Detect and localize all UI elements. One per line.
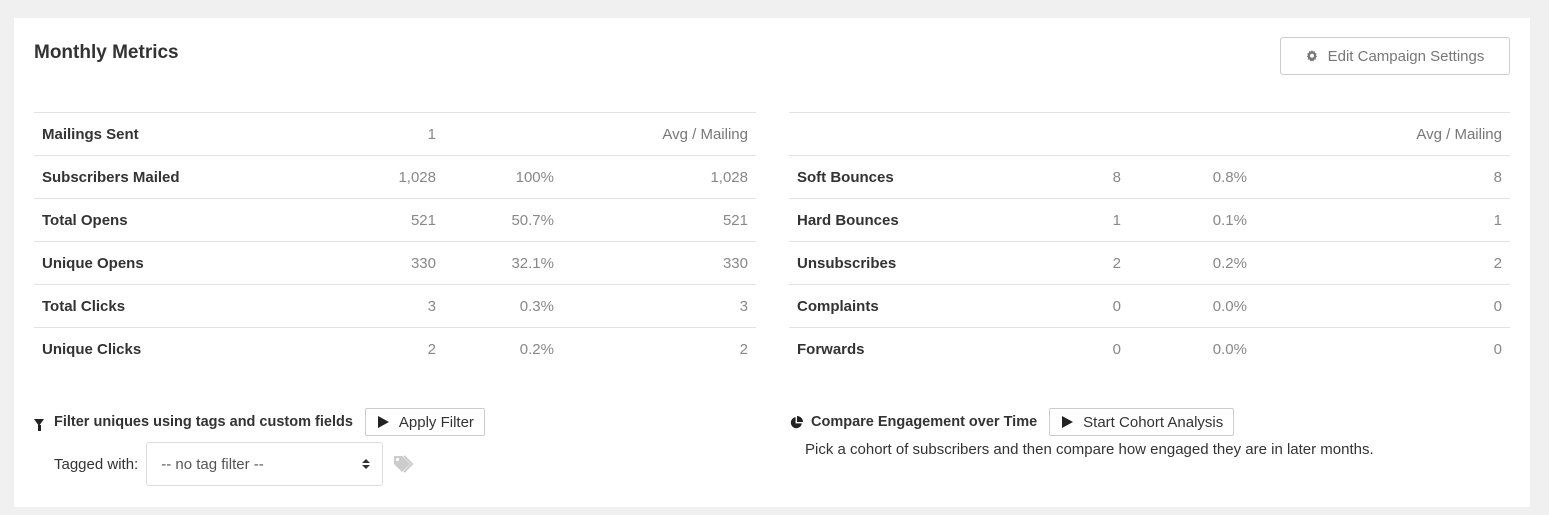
tags-icon[interactable] (393, 455, 417, 473)
row-percent: 32.1% (444, 241, 562, 285)
start-cohort-analysis-button[interactable]: Start Cohort Analysis (1049, 408, 1235, 436)
gear-icon (1306, 50, 1317, 62)
table-header-row: Avg / Mailing (789, 112, 1510, 156)
row-value: 330 (294, 241, 444, 285)
row-percent: 0.2% (1129, 241, 1255, 285)
row-avg: 8 (1255, 155, 1510, 199)
row-value: 1,028 (294, 155, 444, 199)
avg-per-mailing-header: Avg / Mailing (562, 112, 756, 156)
edit-campaign-settings-button[interactable]: Edit Campaign Settings (1280, 37, 1510, 75)
row-label: Soft Bounces (789, 155, 1009, 199)
row-label: Unique Clicks (34, 327, 294, 370)
row-value: 8 (1009, 155, 1129, 199)
table-row: Total Clicks 3 0.3% 3 (34, 284, 756, 328)
tag-filter-select[interactable]: -- no tag filter -- (146, 442, 384, 486)
table-row: Unique Clicks 2 0.2% 2 (34, 327, 756, 370)
avg-per-mailing-header: Avg / Mailing (1255, 112, 1510, 156)
row-avg: 1,028 (562, 155, 756, 199)
tagged-with-label: Tagged with: (54, 455, 139, 473)
row-label: Complaints (789, 284, 1009, 328)
row-avg: 521 (562, 198, 756, 242)
row-value: 0 (1009, 327, 1129, 370)
start-cohort-analysis-label: Start Cohort Analysis (1083, 413, 1224, 431)
edit-campaign-settings-label: Edit Campaign Settings (1327, 47, 1485, 65)
row-value: 521 (294, 198, 444, 242)
monthly-metrics-panel: Monthly Metrics Edit Campaign Settings M… (14, 18, 1530, 507)
filter-heading: Filter uniques using tags and custom fie… (54, 414, 353, 430)
row-percent: 50.7% (444, 198, 562, 242)
row-percent: 0.2% (444, 327, 562, 370)
delivery-metrics-table: Avg / Mailing Soft Bounces 8 0.8% 8 Hard… (789, 112, 1510, 370)
table-row: Forwards 0 0.0% 0 (789, 327, 1510, 370)
row-value: 0 (1009, 284, 1129, 328)
row-percent: 0.3% (444, 284, 562, 328)
row-avg: 2 (562, 327, 756, 370)
panel-title: Monthly Metrics (34, 42, 179, 63)
row-value: 3 (294, 284, 444, 328)
row-percent: 0.1% (1129, 198, 1255, 242)
tag-filter-value: -- no tag filter -- (161, 455, 264, 473)
cohort-description: Pick a cohort of subscribers and then co… (805, 441, 1374, 458)
table-row: Unique Opens 330 32.1% 330 (34, 241, 756, 285)
table-row: Complaints 0 0.0% 0 (789, 284, 1510, 328)
mailings-sent-value: 1 (294, 112, 444, 156)
row-percent: 0.0% (1129, 284, 1255, 328)
row-value: 1 (1009, 198, 1129, 242)
mailings-sent-label: Mailings Sent (34, 112, 294, 156)
table-row: Hard Bounces 1 0.1% 1 (789, 198, 1510, 242)
row-avg: 330 (562, 241, 756, 285)
play-icon (377, 416, 389, 428)
cohort-section: Compare Engagement over Time Start Cohor… (790, 408, 1374, 458)
apply-filter-label: Apply Filter (398, 413, 474, 431)
row-label: Unique Opens (34, 241, 294, 285)
row-value: 2 (294, 327, 444, 370)
tag-filter-row: Tagged with: -- no tag filter -- (54, 442, 485, 486)
row-avg: 0 (1255, 327, 1510, 370)
filter-icon (34, 418, 44, 431)
row-label: Total Clicks (34, 284, 294, 328)
filter-heading-row: Filter uniques using tags and custom fie… (34, 408, 485, 436)
table-row: Subscribers Mailed 1,028 100% 1,028 (34, 155, 756, 199)
table-row: Total Opens 521 50.7% 521 (34, 198, 756, 242)
row-value: 2 (1009, 241, 1129, 285)
mailing-metrics-table: Mailings Sent 1 Avg / Mailing Subscriber… (34, 112, 756, 370)
row-percent: 100% (444, 155, 562, 199)
play-icon (1062, 416, 1074, 428)
row-label: Total Opens (34, 198, 294, 242)
row-percent: 0.0% (1129, 327, 1255, 370)
table-header-row: Mailings Sent 1 Avg / Mailing (34, 112, 756, 156)
table-row: Soft Bounces 8 0.8% 8 (789, 155, 1510, 199)
row-label: Forwards (789, 327, 1009, 370)
pie-chart-icon (790, 415, 803, 428)
filter-section: Filter uniques using tags and custom fie… (34, 408, 485, 486)
select-arrows-icon (362, 459, 371, 469)
row-avg: 1 (1255, 198, 1510, 242)
row-label: Unsubscribes (789, 241, 1009, 285)
table-row: Unsubscribes 2 0.2% 2 (789, 241, 1510, 285)
row-label: Subscribers Mailed (34, 155, 294, 199)
row-avg: 3 (562, 284, 756, 328)
cohort-heading-row: Compare Engagement over Time Start Cohor… (790, 408, 1374, 436)
row-avg: 0 (1255, 284, 1510, 328)
cohort-heading: Compare Engagement over Time (811, 414, 1038, 430)
apply-filter-button[interactable]: Apply Filter (364, 408, 485, 436)
row-percent: 0.8% (1129, 155, 1255, 199)
row-label: Hard Bounces (789, 198, 1009, 242)
row-avg: 2 (1255, 241, 1510, 285)
